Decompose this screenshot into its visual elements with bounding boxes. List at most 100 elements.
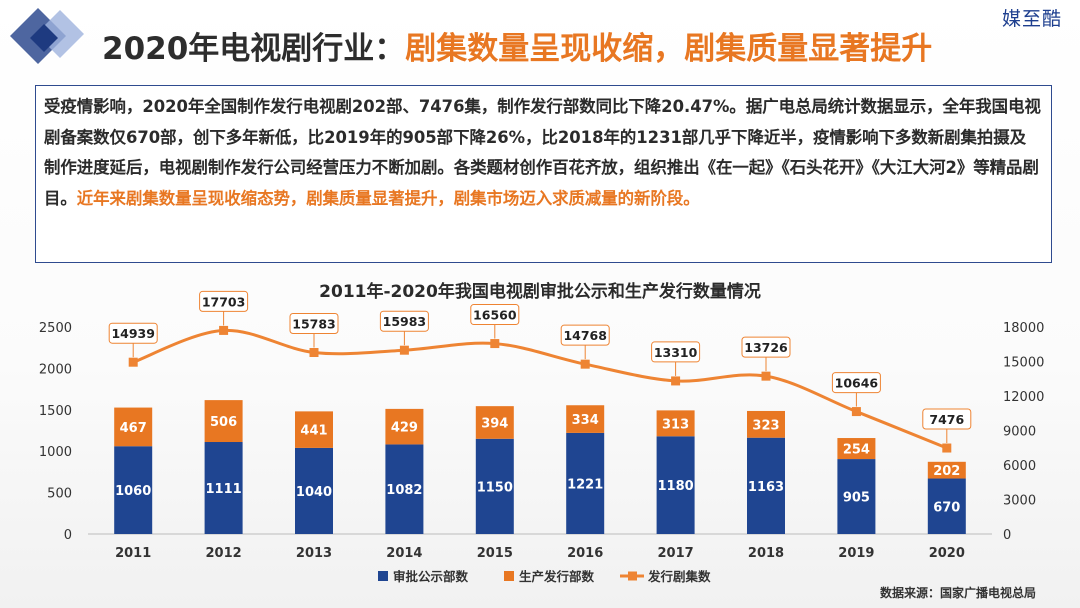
callout-box [470,304,520,326]
callout-box [379,310,429,332]
y-left-tick-label: 500 [47,487,72,502]
bar-released-label: 323 [752,418,779,433]
line-point [851,407,861,417]
brand-logo-text: 媒至酷 [1001,8,1062,30]
bar-released-label: 334 [572,413,599,428]
legend-swatch-approved [378,571,388,581]
summary-highlight: 近年来剧集数量呈现收缩态势，剧集质量显著提升，剧集市场迈入求质减量的新阶段。 [76,188,700,208]
bar-approved-label: 1082 [386,483,422,498]
line-point [219,325,229,335]
x-tick-label: 2015 [477,546,513,561]
y-left-tick-label: 0 [64,528,72,543]
bar-approved [204,442,243,534]
bar-approved [295,447,333,534]
chart-title: 2011年-2020年我国电视剧审批公示和生产发行数量情况 [319,282,761,302]
x-tick-label: 2014 [386,546,422,561]
bar-approved-label: 905 [843,491,870,506]
legend-swatch-released [504,571,514,581]
bar-released [656,410,695,437]
bar-released [114,407,153,447]
y-right-tick-label: 18000 [1003,321,1044,336]
bar-approved [837,459,876,534]
summary-body: 受疫情影响，2020年全国制作发行电视剧202部、7476集，制作发行部数同比下… [44,97,1041,208]
bar-approved-label: 1060 [115,484,151,499]
y-left-tick-label: 2500 [39,321,72,336]
legend-label-approved: 审批公示部数 [393,569,469,584]
bar-released [747,410,785,438]
bar-approved-label: 1111 [206,482,242,497]
line-point [942,443,952,453]
callout-box [922,408,972,430]
bar-approved [747,437,785,534]
bar-approved [385,444,424,534]
bar-released-label: 202 [933,464,960,479]
line-point [309,347,319,357]
y-right-tick-label: 9000 [1003,425,1036,440]
callout-box [289,312,339,334]
bar-released-label: 254 [843,443,870,458]
y-right-tick-label: 3000 [1003,494,1036,509]
bar-released-label: 394 [481,416,508,431]
bar-released [837,438,876,460]
x-tick-label: 2019 [838,546,874,561]
line-value-label: 7476 [929,412,964,427]
bar-approved [566,432,605,534]
bar-approved-label: 1040 [296,485,332,500]
bar-released [566,405,605,433]
line-value-label: 15783 [292,316,336,331]
line-value-label: 13310 [654,345,698,360]
bar-approved-label: 670 [933,500,960,515]
line-value-label: 10646 [835,376,879,391]
line-episodes [132,328,948,450]
line-value-label: 14768 [563,328,607,343]
x-tick-label: 2013 [296,546,332,561]
bar-approved-label: 1180 [658,479,694,494]
callout-box [560,324,610,346]
y-left-tick-label: 1500 [39,404,72,419]
bar-approved [475,438,514,534]
line-value-label: 13726 [744,340,788,355]
y-right-tick-label: 0 [1003,528,1011,543]
bar-released-label: 313 [662,417,689,432]
bar-approved-label: 1150 [477,480,513,495]
x-tick-label: 2011 [115,546,151,561]
line-point [128,357,138,367]
bar-approved-label: 1221 [567,477,603,492]
x-tick-label: 2018 [748,546,784,561]
bar-approved [114,446,153,534]
bar-released-label: 441 [300,424,327,439]
line-point [671,376,681,386]
legend-marker-episodes [628,571,637,581]
bar-released [295,411,333,448]
legend-label-episodes: 发行剧集数 [647,569,711,584]
decorative-diamonds [10,8,84,64]
bar-released-label: 506 [210,415,237,430]
diamond-shape-3 [30,24,58,52]
line-point [399,345,409,355]
x-tick-label: 2016 [567,546,603,561]
y-right-tick-label: 15000 [1003,356,1044,371]
data-source: 数据来源：国家广播电视总局 [879,586,1036,600]
line-point [580,359,590,369]
title-highlight: 剧集数量呈现收缩，剧集质量显著提升 [405,31,933,67]
y-right-tick-label: 12000 [1003,390,1044,405]
title-prefix: 2020年电视剧行业： [102,31,406,67]
x-tick-label: 2012 [206,546,242,561]
y-left-tick-label: 1000 [39,445,72,460]
callout-box [108,322,158,344]
bar-approved [656,436,695,534]
bar-approved-label: 1163 [748,480,784,495]
summary-box: 受疫情影响，2020年全国制作发行电视剧202部、7476集，制作发行部数同比下… [35,85,1052,263]
callout-box [199,290,249,312]
x-tick-label: 2020 [929,546,965,561]
bar-released [927,461,966,479]
line-value-label: 15983 [383,314,427,329]
callout-box [651,341,701,363]
line-value-label: 17703 [202,294,246,309]
legend-label-released: 生产发行部数 [519,569,595,584]
line-value-label: 14939 [111,326,155,341]
bar-released-label: 429 [391,421,418,436]
bar-released [204,400,243,443]
line-point [761,371,771,381]
